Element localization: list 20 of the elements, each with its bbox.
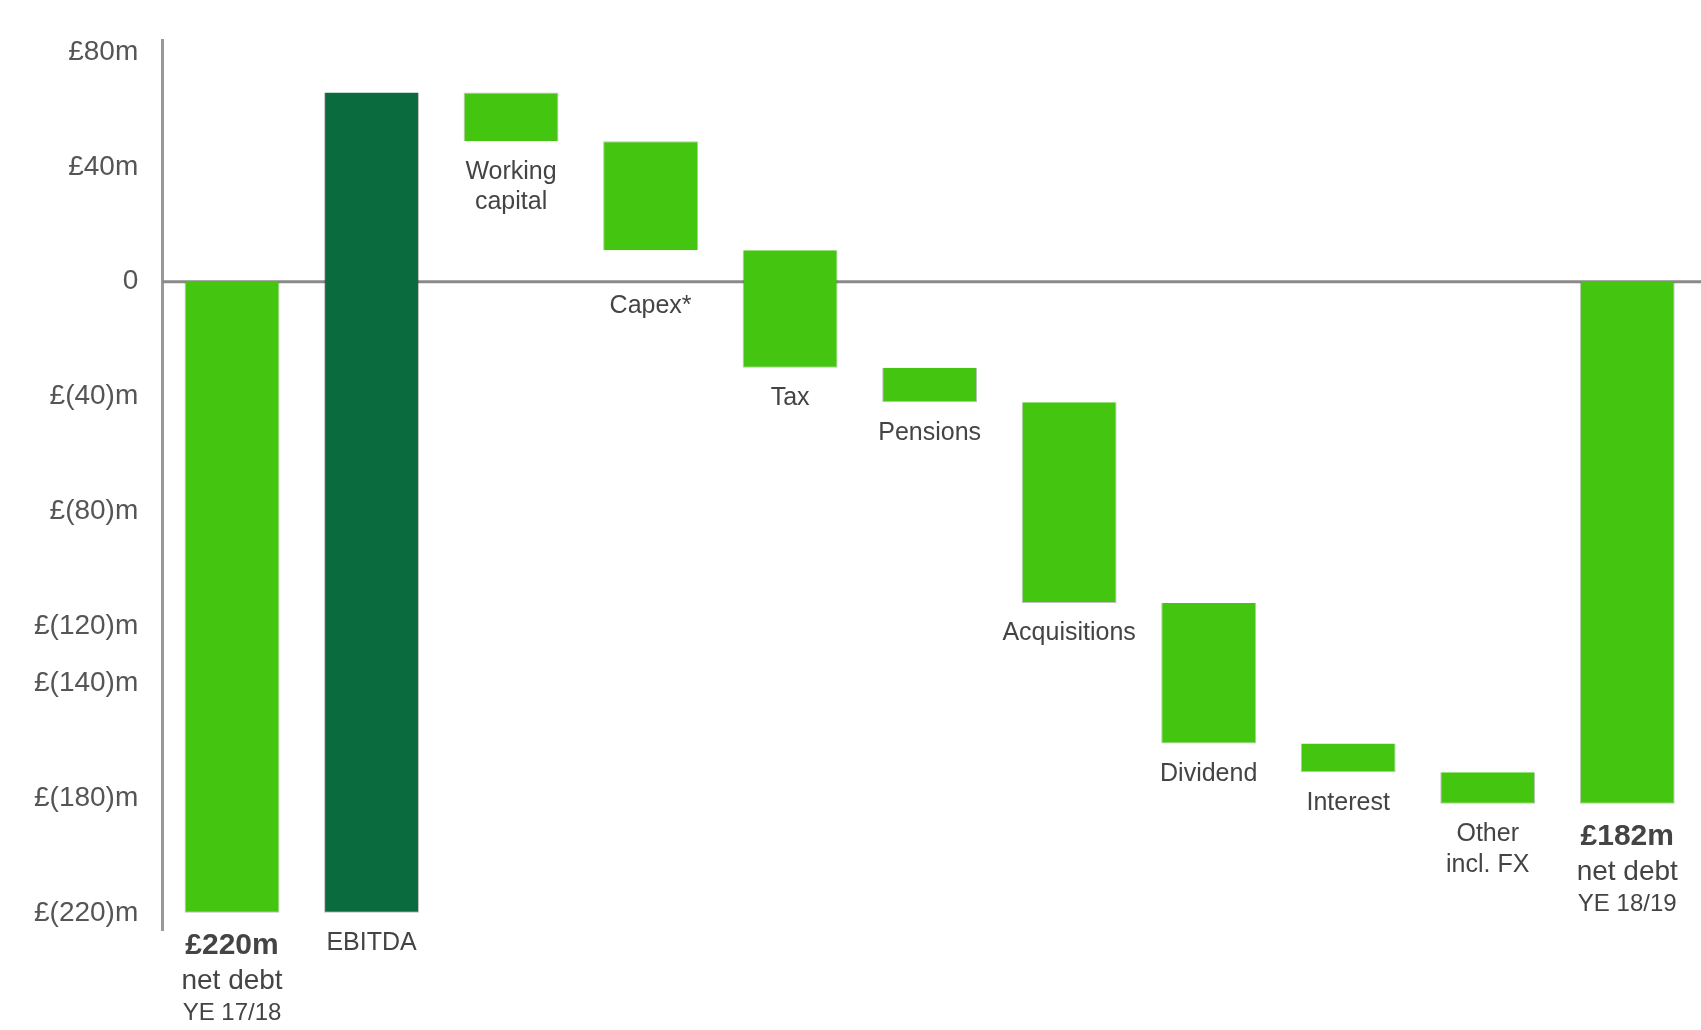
x-tick-label: Pensions <box>878 416 982 445</box>
y-tick-label: £(40)m <box>49 379 139 411</box>
x-tick-label: Working capital <box>465 155 557 215</box>
y-tick-label: £(80)m <box>49 493 139 525</box>
x-tick-label: Capex* <box>609 290 692 319</box>
y-tick-label: £(140)m <box>34 666 139 698</box>
y-tick-label: £(180)m <box>34 780 139 812</box>
y-tick-label: £80m <box>68 34 139 66</box>
x-tick-label: Interest <box>1306 786 1390 815</box>
y-tick-label: 0 <box>122 264 139 296</box>
x-tick-label: Tax <box>770 382 811 411</box>
y-tick-label: £(220)m <box>34 895 139 927</box>
x-tick-label: Other incl. FX <box>1446 818 1530 877</box>
x-tick-label: £220m net debt YE 17/18 <box>181 927 283 1026</box>
x-tick-label: Acquisitions <box>1002 617 1136 646</box>
x-tick-label: EBITDA <box>326 927 418 956</box>
y-tick-label: £40m <box>68 149 139 181</box>
x-tick-label: £182m net debt YE 18/19 <box>1576 818 1679 917</box>
x-tick-label: Dividend <box>1160 757 1258 786</box>
y-tick-label: £(120)m <box>34 608 139 640</box>
